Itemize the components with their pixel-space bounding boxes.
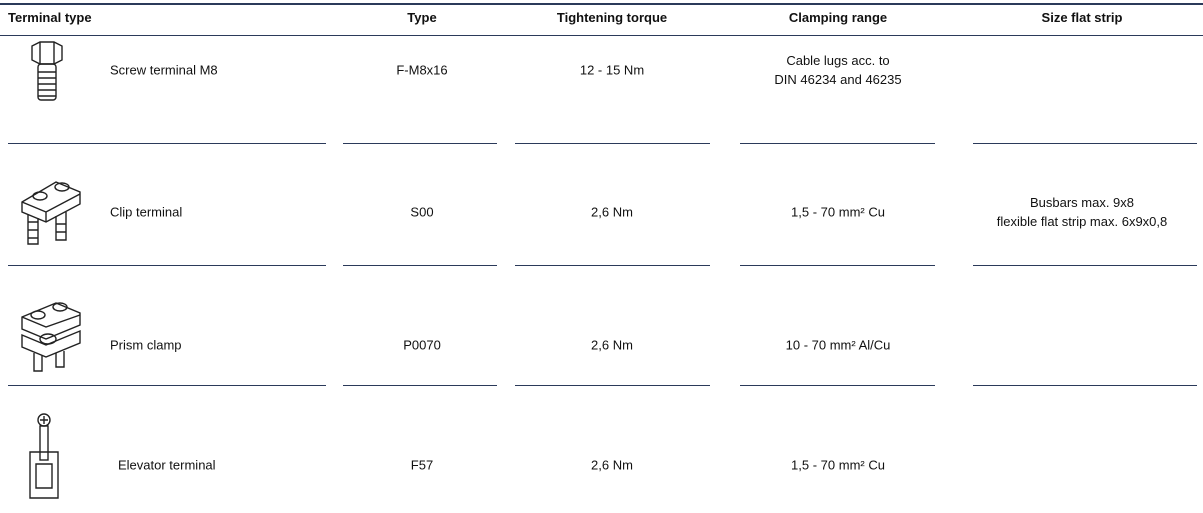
row-separator <box>740 143 935 144</box>
row-separator <box>343 265 497 266</box>
column-header: Size flat strip <box>1041 10 1123 25</box>
cell: F57 <box>410 457 434 473</box>
cell-line: Busbars max. 9x8 <box>1029 195 1135 210</box>
cell-line: 10 - 70 mm² Al/Cu <box>785 337 891 353</box>
row-separator <box>740 265 935 266</box>
row-separator <box>343 143 497 144</box>
cell: 12 - 15 Nm <box>579 62 645 78</box>
row-separator <box>740 385 935 386</box>
row-separator <box>973 143 1197 144</box>
cell: 1,5 - 70 mm² Cu <box>791 203 885 222</box>
cell-line: 1,5 - 70 mm² Cu <box>791 457 885 473</box>
cell-line: Cable lugs acc. to <box>786 53 890 68</box>
cell: Clip terminal <box>110 204 183 220</box>
cell-line: 1,5 - 70 mm² Cu <box>791 204 885 220</box>
cell: P0070 <box>403 337 441 353</box>
cell: 2,6 Nm <box>591 457 633 473</box>
cell: 2,6 Nm <box>591 204 633 220</box>
clip-icon <box>21 181 81 245</box>
cell-line: flexible flat strip max. 6x9x0,8 <box>996 214 1168 229</box>
row-separator <box>343 385 497 386</box>
header-rule <box>0 35 1203 36</box>
row-separator <box>973 385 1197 386</box>
cell: 2,6 Nm <box>591 337 633 353</box>
column-header: Tightening torque <box>556 10 668 25</box>
row-separator <box>973 265 1197 266</box>
elevator-icon <box>29 413 59 499</box>
screw-icon <box>31 41 63 101</box>
cell: Prism clamp <box>110 337 182 353</box>
cell: Busbars max. 9x8 flexible flat strip max.… <box>997 193 1168 231</box>
row-separator <box>515 143 710 144</box>
column-header: Clamping range <box>788 10 888 25</box>
row-separator <box>515 385 710 386</box>
cell-line: DIN 46234 and 46235 <box>774 72 902 87</box>
row-separator <box>8 385 326 386</box>
cell: 1,5 - 70 mm² Cu <box>791 456 885 475</box>
row-separator <box>8 265 326 266</box>
column-header: Terminal type <box>8 10 92 25</box>
cell: Screw terminal M8 <box>110 62 218 78</box>
column-header: Type <box>407 10 437 25</box>
row-separator <box>8 143 326 144</box>
row-separator <box>515 265 710 266</box>
cell: S00 <box>410 204 434 220</box>
cell: Cable lugs acc. to DIN 46234 and 46235 <box>774 51 901 89</box>
cell: F-M8x16 <box>396 62 448 78</box>
cell: Elevator terminal <box>118 457 216 473</box>
prism-icon <box>21 302 81 372</box>
top-rule <box>0 3 1203 5</box>
cell: 10 - 70 mm² Al/Cu <box>786 336 891 355</box>
